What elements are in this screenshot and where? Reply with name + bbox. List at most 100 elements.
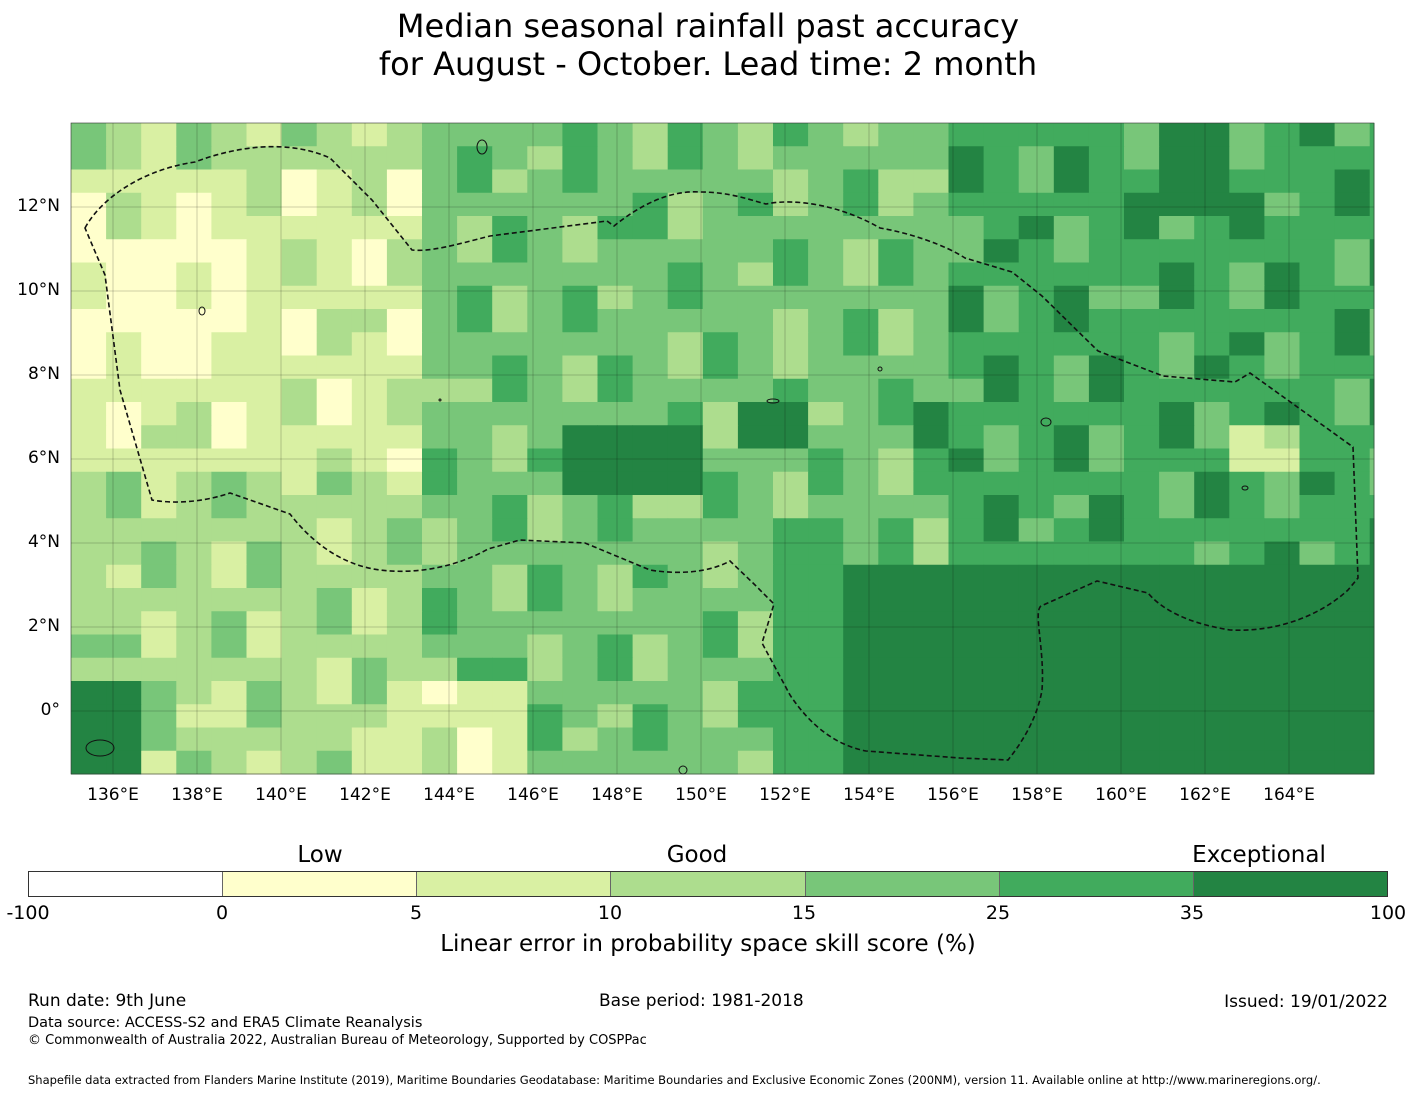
skill-cell [702, 355, 739, 380]
skill-cell [176, 448, 212, 473]
skill-cell [1299, 727, 1336, 752]
skill-cell [1369, 704, 1375, 728]
skill-cell [386, 402, 423, 426]
skill-cell [176, 541, 212, 566]
skill-cell [457, 146, 493, 170]
skill-cell [1299, 216, 1336, 240]
skill-cell [246, 564, 283, 589]
copyright-notice: © Commonwealth of Australia 2022, Austra… [28, 1033, 647, 1048]
skill-cell [422, 588, 458, 612]
skill-cell [71, 704, 107, 728]
skill-cell [211, 681, 247, 705]
skill-cell [386, 239, 423, 263]
skill-cell [878, 750, 914, 775]
skill-cell [878, 657, 914, 682]
skill-cell [71, 402, 107, 426]
skill-cell [1159, 564, 1195, 589]
skill-cell [983, 355, 1020, 380]
skill-cell [492, 727, 528, 752]
skill-cell [1369, 518, 1375, 542]
skill-cell [843, 495, 879, 519]
skill-cell [527, 588, 563, 612]
skill-cell [316, 588, 353, 612]
skill-cell [106, 169, 142, 194]
skill-cell [1299, 146, 1336, 170]
skill-cell [1194, 588, 1230, 612]
skill-cell [351, 448, 388, 473]
skill-cell [1229, 425, 1265, 449]
skill-cell [106, 750, 142, 775]
colorbar-tick-label: 5 [409, 902, 423, 924]
skill-cell [737, 192, 774, 217]
skill-cell [1334, 448, 1371, 473]
skill-cell [1229, 681, 1265, 705]
skill-cell [281, 402, 318, 426]
skill-cell [246, 518, 283, 542]
skill-cell [386, 681, 423, 705]
skill-cell [702, 402, 739, 426]
skill-cell [808, 425, 844, 449]
skill-cell [737, 681, 774, 705]
skill-cell [1124, 402, 1160, 426]
skill-cell [808, 541, 844, 566]
skill-cell [316, 564, 353, 589]
skill-cell [843, 146, 879, 170]
skill-cell [1088, 192, 1125, 217]
skill-cell [527, 123, 563, 147]
skill-cell [1088, 239, 1125, 263]
skill-cell [492, 518, 528, 542]
skill-cell [1159, 216, 1195, 240]
skill-cell [948, 332, 985, 356]
skill-cell [1264, 611, 1300, 635]
skill-cell [773, 285, 809, 310]
skill-cell [1053, 495, 1090, 519]
skill-cell [492, 355, 528, 380]
skill-cell [1053, 285, 1090, 310]
skill-cell [211, 657, 247, 682]
skill-cell [702, 285, 739, 310]
skill-cell [632, 657, 669, 682]
skill-cell [1299, 309, 1336, 333]
colorbar-tick-label: -100 [6, 902, 50, 924]
skill-cell [1299, 448, 1336, 473]
skill-cell [386, 146, 423, 170]
skill-cell [492, 378, 528, 403]
skill-cell [1334, 402, 1371, 426]
skill-cell [1264, 471, 1300, 496]
skill-cell [1124, 192, 1160, 217]
skill-cell [1369, 355, 1375, 380]
skill-cell [141, 262, 177, 287]
skill-cell [176, 704, 212, 728]
skill-cell [1053, 332, 1090, 356]
skill-cell [71, 495, 107, 519]
skill-cell [1229, 355, 1265, 380]
skill-cell [492, 123, 528, 147]
skill-cell [141, 146, 177, 170]
skill-cell [1018, 355, 1055, 380]
skill-cell [913, 355, 949, 380]
eez-boundary [84, 145, 1359, 761]
skill-cell [71, 216, 107, 240]
skill-cell [1124, 704, 1160, 728]
skill-cell [702, 704, 739, 728]
skill-cell [702, 123, 739, 147]
skill-cell [1159, 681, 1195, 705]
skill-cell [527, 611, 563, 635]
skill-cell [141, 495, 177, 519]
skill-cell [281, 750, 318, 775]
skill-cell [983, 425, 1020, 449]
skill-cell [597, 541, 634, 566]
skill-cell [316, 239, 353, 263]
skill-cell [702, 146, 739, 170]
skill-cell [737, 704, 774, 728]
colorbar-tick-label: 25 [985, 902, 1011, 924]
skill-cell [983, 378, 1020, 403]
skill-cell [457, 704, 493, 728]
skill-cell [983, 634, 1020, 659]
skill-cell [492, 169, 528, 194]
skill-cell [1334, 239, 1371, 263]
skill-cell [281, 192, 318, 217]
skill-cell [1018, 146, 1055, 170]
skill-cell [597, 378, 634, 403]
skill-cell [773, 704, 809, 728]
